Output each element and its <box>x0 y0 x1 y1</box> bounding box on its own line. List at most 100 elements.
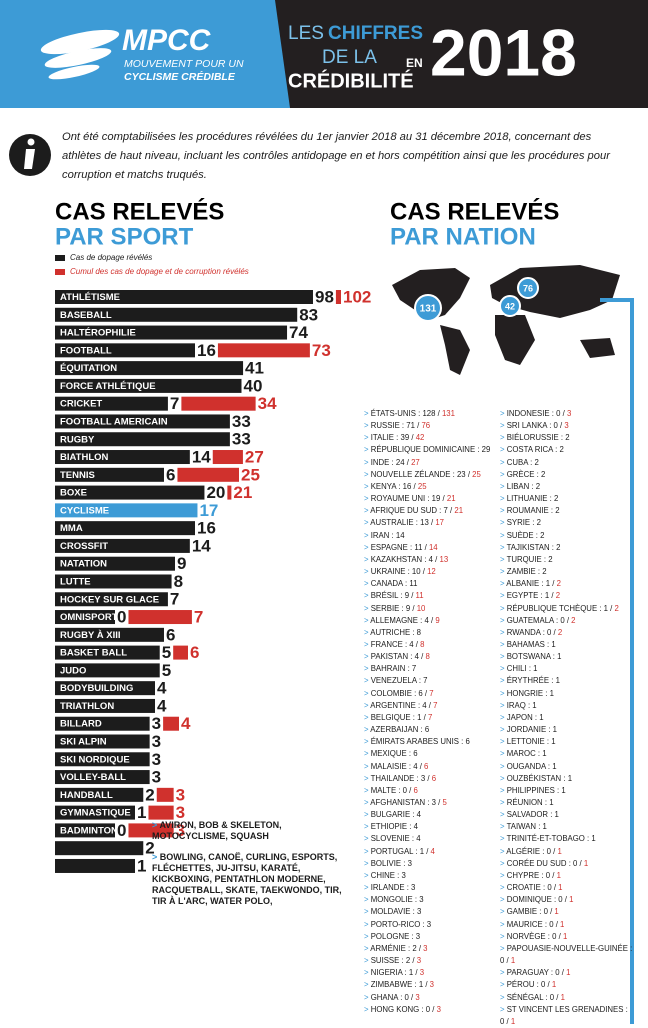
bar-category: BASEBALL <box>60 310 112 321</box>
value-label-cumul: 21 <box>233 483 252 502</box>
nation-name: CROATIE <box>506 883 541 893</box>
nation-doping: 0 <box>419 1005 430 1014</box>
nation-entry: HONGRIE1 <box>500 688 634 700</box>
value-label: 33 <box>232 430 251 449</box>
nation-entry: TAIWAN1 <box>500 821 634 833</box>
nation-doping: 10 <box>405 567 420 576</box>
nation-cumul: 3 <box>410 956 421 965</box>
nation-doping: 1 <box>543 798 554 807</box>
value-label: 40 <box>243 376 262 395</box>
nation-name: ÉTATS-UNIS <box>370 409 416 418</box>
nation-cumul: 2 <box>551 628 562 637</box>
value-label: 1 <box>137 803 146 822</box>
nation-doping: 2 <box>542 555 553 564</box>
nation-name: ARMÉNIE <box>370 943 406 953</box>
bar-category: MMA <box>60 523 83 534</box>
nation-cumul: 42 <box>409 433 424 442</box>
nation-doping: 1 <box>543 689 554 698</box>
nation-name: ZIMBABWE <box>370 980 413 990</box>
bar-category: BILLARD <box>60 719 102 730</box>
nation-doping: 1 <box>526 701 537 710</box>
nation-name: ST VINCENT LES GRENADINES <box>506 1004 624 1014</box>
bar <box>55 290 313 304</box>
nation-cumul: 17 <box>429 518 444 527</box>
nation-name: NIGERIA <box>370 968 403 978</box>
logo-sub: CYCLISME CRÉDIBLE <box>124 70 236 83</box>
nation-cumul: 7 <box>427 701 438 710</box>
bar-category: BOXE <box>60 488 87 499</box>
header-title: CHIFFRES <box>328 23 423 44</box>
nation-doping: 4 <box>407 762 418 771</box>
nation-doping: 0 <box>540 847 551 856</box>
bar <box>55 450 190 465</box>
bar-category: FOOTBALL AMERICAIN <box>60 416 168 427</box>
nation-cumul: 2 <box>565 616 576 625</box>
value-label: 16 <box>197 519 216 538</box>
nation-entry: SUISSE23 <box>364 955 500 967</box>
nation-cumul: 25 <box>466 470 481 479</box>
bar-cumul <box>173 645 188 660</box>
nation-entry: PHILIPPINES1 <box>500 785 634 797</box>
value-label: 98 <box>315 287 334 306</box>
nation-doping: 6 <box>418 725 429 734</box>
section-subtitle: PAR NATION <box>390 223 536 250</box>
nation-entry: ESPAGNE1114 <box>364 542 500 554</box>
nation-entry: BOLIVIE3 <box>364 858 500 870</box>
section-title: CAS RELEVÉS <box>55 197 224 225</box>
value-label: 83 <box>299 305 318 324</box>
nation-cumul: 11 <box>409 591 424 600</box>
nation-name: ZAMBIE <box>506 567 536 577</box>
nation-entry: AFGHANISTAN35 <box>364 797 500 809</box>
nation-entry: ARMÉNIE23 <box>364 943 500 955</box>
nation-cumul: 3 <box>430 1005 441 1014</box>
bar-category: BIATHLON <box>60 452 109 463</box>
nation-entry: ROYAUME UNI1921 <box>364 493 500 505</box>
nation-doping: 6 <box>459 737 470 746</box>
nation-doping: 4 <box>403 640 414 649</box>
nation-name: LIBAN <box>506 481 530 491</box>
nation-cumul: 25 <box>411 482 426 491</box>
nation-doping: 1 <box>548 810 559 819</box>
nation-doping: 1 <box>555 786 566 795</box>
nation-doping: 0 <box>543 993 554 1002</box>
nation-name: SUÈDE <box>506 530 534 540</box>
info-icon <box>9 134 51 176</box>
bar-category: SKI NORDIQUE <box>60 754 130 765</box>
nation-cumul: 6 <box>418 762 429 771</box>
nation-name: CORÉE DU SUD <box>506 858 567 868</box>
nation-doping: 71 <box>400 421 415 430</box>
nation-name: AUSTRALIE <box>370 518 414 528</box>
bar-cumul <box>128 610 192 625</box>
nation-cumul: 21 <box>440 494 455 503</box>
nation-doping: 1 <box>536 749 547 758</box>
nation-entry: ALBANIE12 <box>500 578 634 590</box>
nation-cumul: 1 <box>563 895 574 904</box>
nation-entry: BRÉSIL911 <box>364 590 500 602</box>
value-label: 4 <box>157 679 167 698</box>
bar-category: OMNISPORTS <box>60 612 124 623</box>
bar-cumul <box>227 485 232 500</box>
logo-sub: MOUVEMENT POUR UN <box>124 58 244 70</box>
annotation: BOWLING, CANOË, CURLING, ESPORTS, FLÉCHE… <box>152 852 352 907</box>
nation-doping: 3 <box>409 932 420 941</box>
value-label: 14 <box>192 536 211 555</box>
nation-doping: 3 <box>413 895 424 904</box>
nation-name: SÉNÉGAL <box>506 992 544 1002</box>
nation-entry: LIBAN2 <box>500 481 634 493</box>
bar <box>55 467 164 482</box>
value-label: 5 <box>162 661 171 680</box>
nation-cumul: 3 <box>423 980 434 989</box>
nation-doping: 0 <box>550 409 561 418</box>
nation-entry: SALVADOR1 <box>500 809 634 821</box>
map-pin <box>414 294 442 322</box>
bar <box>55 841 144 856</box>
nation-name: OUZBÉKISTAN <box>506 773 562 783</box>
legend-label: Cas de dopage révélés <box>70 253 152 262</box>
value-label-cumul: 7 <box>194 608 203 627</box>
nation-entry: RWANDA02 <box>500 627 634 639</box>
nation-name: BOTSWANA <box>506 652 551 662</box>
bar-category: JUDO <box>60 665 86 676</box>
nation-name: AFRIQUE DU SUD <box>370 506 438 516</box>
nation-entry: GAMBIE01 <box>500 906 634 918</box>
nation-entry: IRAN14 <box>364 530 500 542</box>
